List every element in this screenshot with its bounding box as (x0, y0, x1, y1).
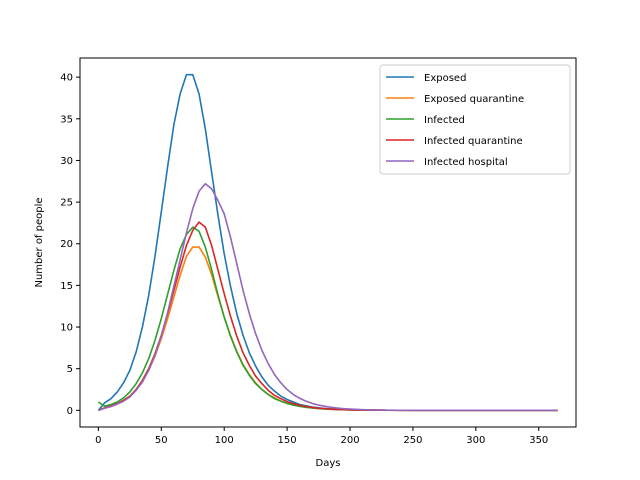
series-line-exposed-quarantine (98, 246, 558, 412)
legend-label: Exposed (424, 73, 466, 84)
plot-frame (79, 57, 577, 428)
x-tick-label: 0 (95, 435, 101, 446)
x-axis-label: Days (316, 458, 341, 469)
x-tick-label: 100 (215, 435, 234, 446)
x-tick-label: 300 (466, 435, 485, 446)
legend: Exposed Exposed quarantine Infected Infecte… (379, 64, 571, 175)
x-tick-label: 200 (340, 435, 359, 446)
y-tick-label: 20 (60, 239, 73, 250)
legend-label: Exposed quarantine (424, 94, 524, 105)
x-axis-ticks: 0 50 100 150 200 250 300 350 (95, 427, 548, 446)
y-tick-label: 30 (60, 156, 73, 167)
y-axis-label: Number of people (34, 197, 45, 287)
legend-label: Infected quarantine (424, 136, 523, 147)
y-axis-ticks: 0 5 10 15 20 25 30 35 40 (60, 73, 80, 417)
plot-lines (97, 73, 558, 412)
legend-box (379, 64, 571, 175)
x-tick-label: 250 (403, 435, 422, 446)
y-tick-label: 40 (60, 73, 73, 84)
x-tick-label: 150 (278, 435, 297, 446)
y-tick-label: 5 (67, 364, 73, 375)
y-tick-label: 15 (60, 281, 73, 292)
y-tick-label: 0 (67, 406, 73, 417)
y-tick-label: 25 (60, 198, 73, 209)
y-tick-label: 10 (60, 323, 73, 334)
legend-label: Infected hospital (424, 157, 508, 168)
y-tick-label: 35 (60, 114, 73, 125)
legend-label: Infected (424, 115, 465, 126)
x-tick-label: 350 (529, 435, 548, 446)
x-tick-label: 50 (155, 435, 168, 446)
series-line-infected-hospital (98, 182, 558, 412)
